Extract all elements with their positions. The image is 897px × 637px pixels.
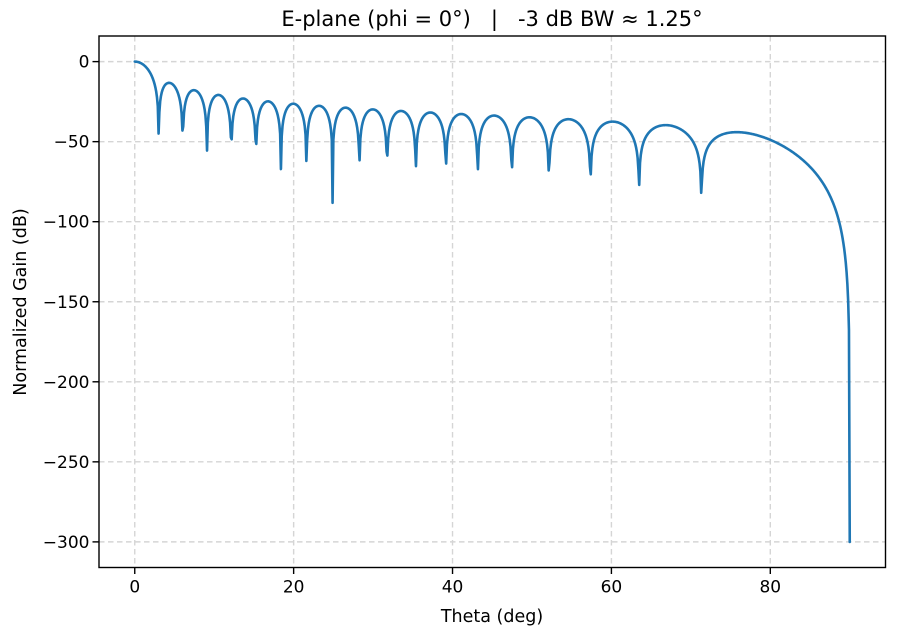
x-tick-label: 60: [601, 578, 623, 598]
x-tick-label: 40: [442, 578, 464, 598]
gain-curve: [133, 60, 852, 544]
x-axis-label: Theta (deg): [440, 607, 543, 627]
y-tick-label: −100: [43, 213, 90, 233]
x-tick-label: 80: [759, 578, 781, 598]
x-tick-label: 0: [129, 578, 140, 598]
x-tick-label: 20: [283, 578, 305, 598]
y-tick-label: −250: [43, 453, 90, 473]
chart-title: E-plane (phi = 0°) | -3 dB BW ≈ 1.25°: [281, 7, 702, 32]
y-tick-label: −50: [54, 133, 90, 153]
y-axis-label: Normalized Gain (dB): [11, 208, 31, 395]
y-tick-label: −150: [43, 293, 90, 313]
y-tick-label: 0: [79, 53, 90, 73]
y-tick-label: −300: [43, 533, 90, 553]
y-tick-label: −200: [43, 373, 90, 393]
